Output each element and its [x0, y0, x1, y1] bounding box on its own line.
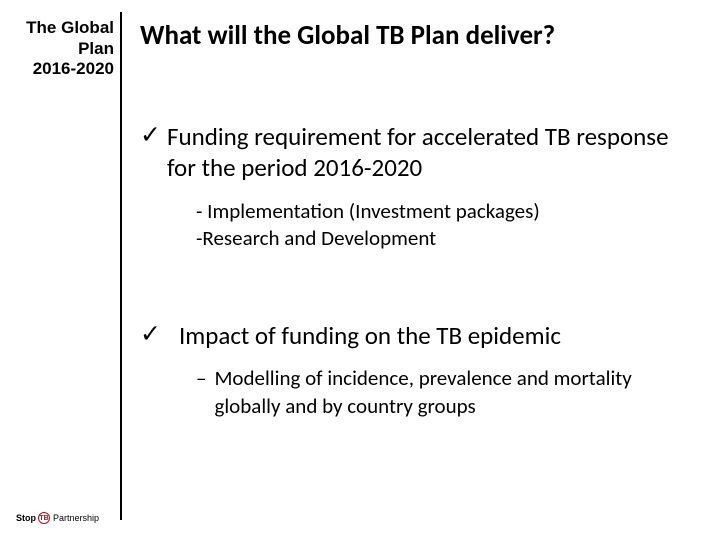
bullet-1: ✓ Funding requirement for accelerated TB…	[140, 121, 700, 184]
bullet-1-sub-1: - Implementation (Investment packages)	[196, 198, 700, 225]
logo-stop-text: Stop	[16, 513, 36, 523]
sidebar-title-block: The Global Plan 2016-2020	[8, 18, 114, 80]
logo-partnership-text: Partnership	[53, 513, 99, 523]
logo-tb-text: TB	[39, 515, 48, 522]
bullet-2: ✓ Impact of funding on the TB epidemic	[140, 320, 700, 351]
bullet-2-group: ✓ Impact of funding on the TB epidemic –…	[140, 320, 700, 420]
slide-heading: What will the Global TB Plan deliver?	[140, 20, 700, 51]
main-content: What will the Global TB Plan deliver? ✓ …	[140, 20, 700, 424]
bullet-1-sub-2: -Research and Development	[196, 225, 700, 252]
bullet-2-sub-1-row: – Modelling of incidence, prevalence and…	[196, 365, 700, 420]
sidebar-line-1: The Global	[8, 18, 114, 39]
logo-tb-circle-icon: TB	[38, 512, 50, 524]
dash-icon: –	[196, 365, 206, 392]
bullet-2-sublist: – Modelling of incidence, prevalence and…	[196, 365, 700, 420]
bullet-1-sublist: - Implementation (Investment packages) -…	[196, 198, 700, 253]
bullet-list: ✓ Funding requirement for accelerated TB…	[140, 121, 700, 420]
slide: The Global Plan 2016-2020 What will the …	[0, 0, 720, 540]
bullet-2-sub-1: Modelling of incidence, prevalence and m…	[214, 365, 700, 420]
stop-tb-logo: Stop TB Partnership	[16, 512, 99, 524]
sidebar-line-3: 2016-2020	[8, 59, 114, 80]
vertical-divider	[120, 12, 122, 520]
checkmark-icon: ✓	[140, 121, 161, 150]
bullet-2-text: Impact of funding on the TB epidemic	[179, 320, 561, 351]
bullet-1-text: Funding requirement for accelerated TB r…	[167, 121, 700, 184]
sidebar-line-2: Plan	[8, 39, 114, 60]
checkmark-icon: ✓	[140, 320, 161, 349]
